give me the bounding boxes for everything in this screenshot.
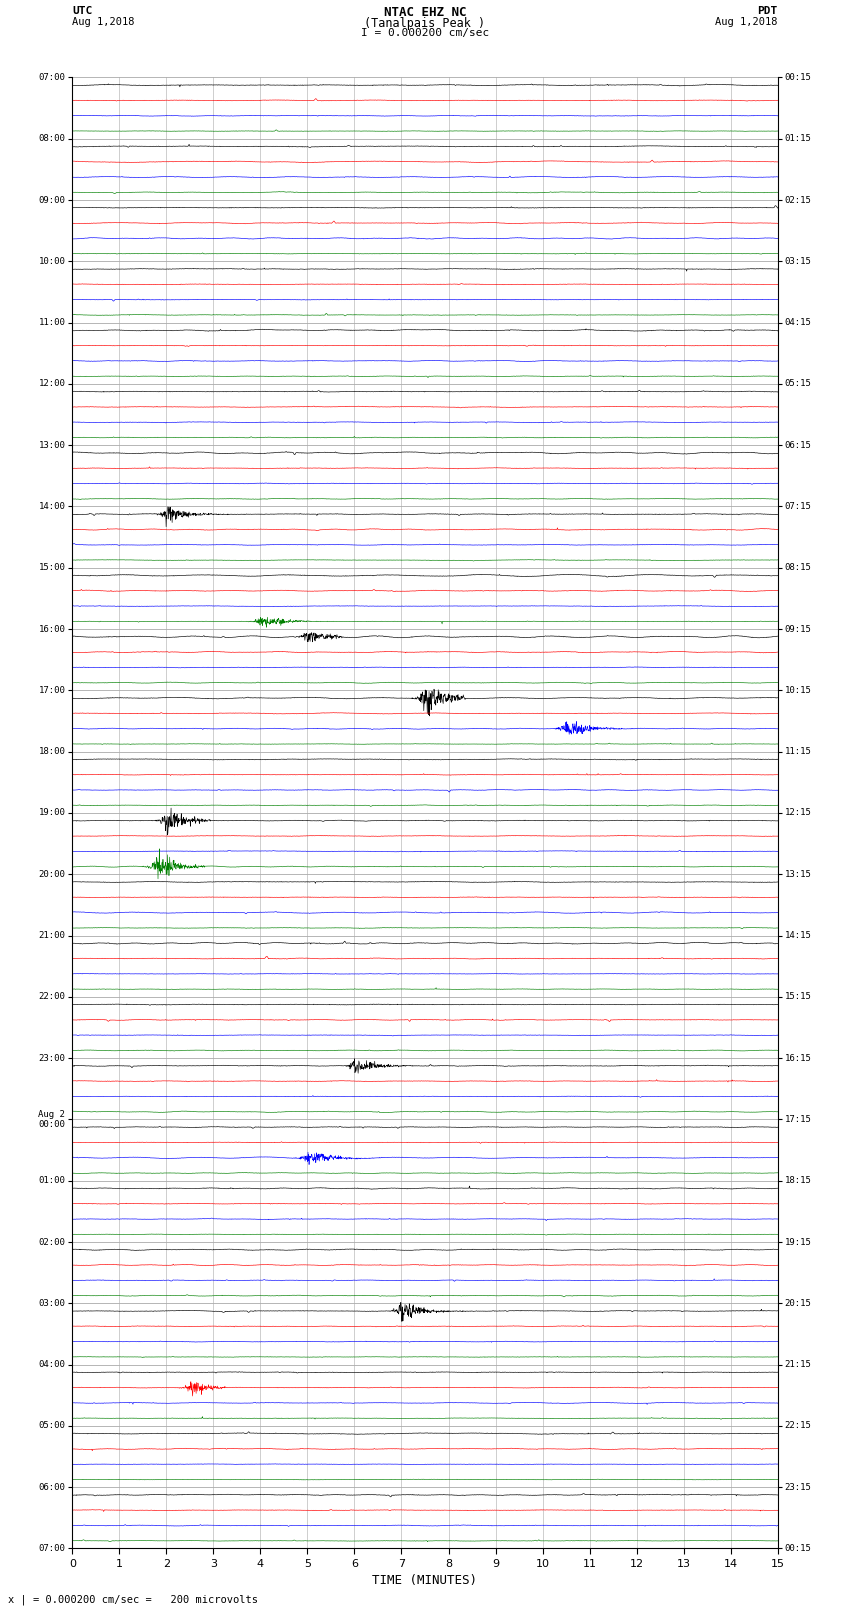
- Text: Aug 1,2018: Aug 1,2018: [715, 18, 778, 27]
- Text: Aug 1,2018: Aug 1,2018: [72, 18, 135, 27]
- Text: I = 0.000200 cm/sec: I = 0.000200 cm/sec: [361, 29, 489, 39]
- Text: NTAC EHZ NC: NTAC EHZ NC: [383, 5, 467, 19]
- Text: x | = 0.000200 cm/sec =   200 microvolts: x | = 0.000200 cm/sec = 200 microvolts: [8, 1594, 258, 1605]
- Text: PDT: PDT: [757, 5, 778, 16]
- Text: (Tanalpais Peak ): (Tanalpais Peak ): [365, 18, 485, 31]
- Text: UTC: UTC: [72, 5, 93, 16]
- X-axis label: TIME (MINUTES): TIME (MINUTES): [372, 1574, 478, 1587]
